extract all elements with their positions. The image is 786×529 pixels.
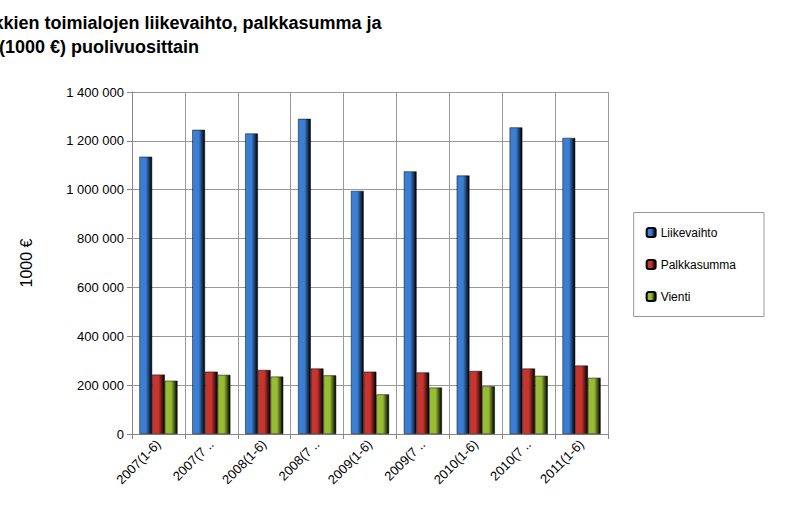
svg-text:Vienti: Vienti [661,290,691,304]
svg-text:1000 €: 1000 € [18,238,35,287]
svg-text:2007(1-6): 2007(1-6) [113,437,163,487]
svg-text:2007(7 ..: 2007(7 .. [170,437,217,484]
svg-text:0: 0 [117,427,124,442]
svg-text:1 400 000: 1 400 000 [66,85,124,100]
svg-text:2011(1-6): 2011(1-6) [537,437,587,487]
svg-text:200 000: 200 000 [77,378,124,393]
svg-text:1 200 000: 1 200 000 [66,133,124,148]
svg-text:Liikevaihto: Liikevaihto [661,226,718,240]
svg-text:2010(1-6): 2010(1-6) [431,437,481,487]
svg-text:800 000: 800 000 [77,231,124,246]
svg-text:400 000: 400 000 [77,329,124,344]
svg-text:1 000 000: 1 000 000 [66,182,124,197]
svg-text:2008(7 ..: 2008(7 .. [276,437,323,484]
svg-text:2009(7 ..: 2009(7 .. [381,437,428,484]
svg-text:Palkkasumma: Palkkasumma [661,258,737,272]
svg-text:Ylä-Savon seutukunnan kaikkien: Ylä-Savon seutukunnan kaikkien toimialoj… [0,13,387,33]
svg-text:2009(1-6): 2009(1-6) [325,437,375,487]
svg-text:2008(1-6): 2008(1-6) [219,437,269,487]
svg-text:2010(7 ..: 2010(7 .. [487,437,534,484]
svg-text:600 000: 600 000 [77,280,124,295]
svg-text:vienti (1000 €) puolivuosittai: vienti (1000 €) puolivuosittain [0,37,199,57]
